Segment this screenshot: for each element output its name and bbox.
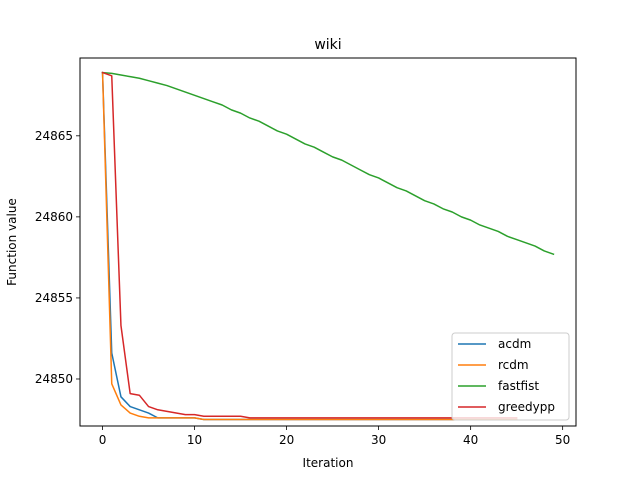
y-tick-label: 24850: [35, 372, 73, 386]
x-tick-label: 30: [371, 433, 386, 447]
legend-box: [451, 332, 570, 421]
series-line-fastfist: [101, 71, 555, 256]
x-axis-ticks: 0 10 20 30 40 50: [99, 426, 570, 447]
legend-label-acdm: acdm: [498, 337, 531, 351]
series-line-greedypp: [101, 71, 518, 419]
y-tick-label: 24860: [35, 210, 73, 224]
x-tick-label: 50: [555, 433, 570, 447]
plot-frame: [79, 57, 577, 427]
x-axis-label: Iteration: [303, 456, 354, 470]
y-axis-label: Function value: [5, 198, 19, 286]
legend: acdm rcdm fastfist greedypp: [451, 332, 570, 421]
legend-label-greedypp: greedypp: [498, 400, 555, 414]
x-tick-label: 0: [99, 433, 107, 447]
legend-label-rcdm: rcdm: [498, 358, 529, 372]
y-tick-label: 24865: [35, 129, 73, 143]
series-layer: [101, 71, 555, 421]
x-tick-label: 20: [279, 433, 294, 447]
x-tick-label: 40: [463, 433, 478, 447]
x-tick-label: 10: [187, 433, 202, 447]
y-axis-ticks: 24850 24855 24860 24865: [35, 129, 80, 386]
chart-title: wiki: [314, 37, 341, 53]
legend-label-fastfist: fastfist: [498, 379, 539, 393]
series-line-rcdm: [101, 71, 518, 421]
y-tick-label: 24855: [35, 291, 73, 305]
